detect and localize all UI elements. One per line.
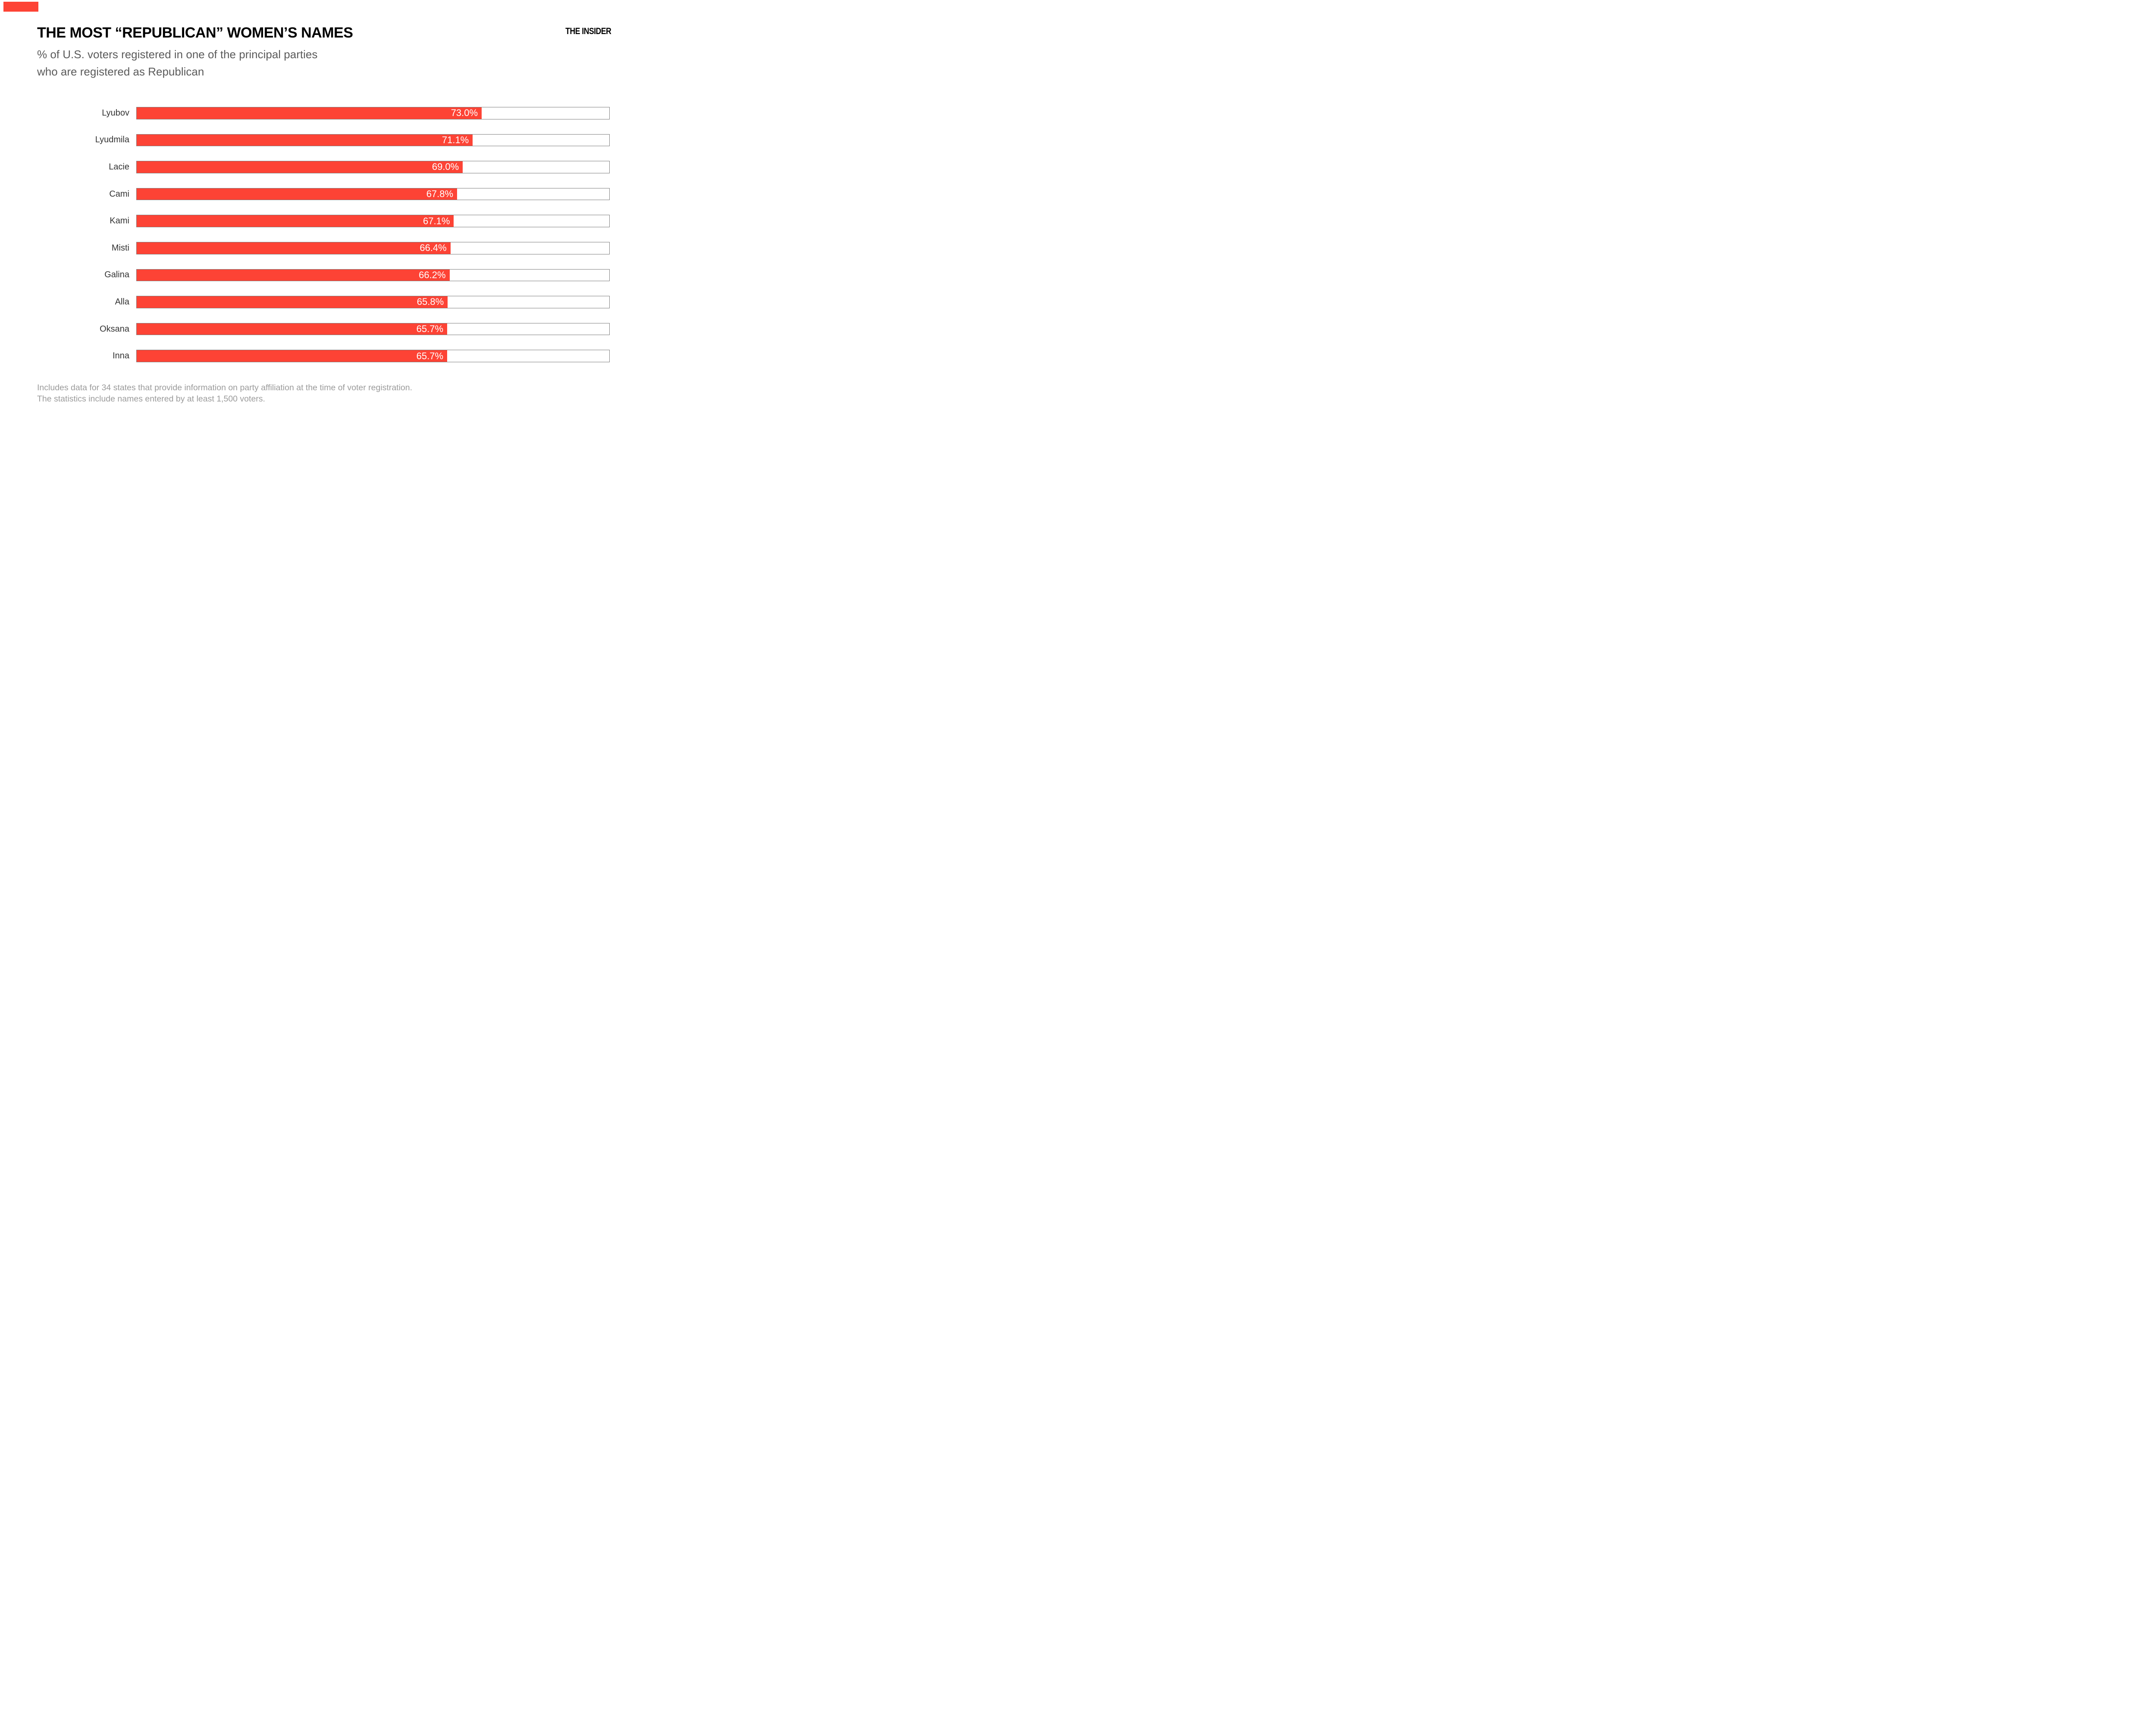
bar-track: 65.8% [136,296,610,308]
chart-subtitle: % of U.S. voters registered in one of th… [37,46,317,80]
category-label: Lyudmila [95,135,129,145]
bar-value-label: 65.7% [416,350,444,361]
bar-track: 69.0% [136,161,610,173]
bar-track: 65.7% [136,323,610,336]
bar-value-label: 66.4% [420,242,447,254]
bar-row: Lyudmila 71.1% [0,127,647,154]
bar-row: Kami 67.1% [0,207,647,235]
category-label: Galina [104,270,129,280]
bar-fill: 66.2% [137,269,450,281]
footnote: Includes data for 34 states that provide… [37,382,412,405]
bar-fill: 65.7% [137,323,448,335]
bar-fill: 67.8% [137,188,458,200]
bar-row: Galina 66.2% [0,262,647,289]
category-label: Oksana [100,324,129,334]
category-label: Lacie [109,162,129,172]
bar-row: Lyubov 73.0% [0,100,647,127]
bar-track: 66.2% [136,269,610,282]
bar-row: Inna 65.7% [0,342,647,370]
bar-fill: 73.0% [137,107,482,119]
footnote-line2: The statistics include names entered by … [37,394,265,404]
category-label: Alla [115,297,129,307]
bar-row: Lacie 69.0% [0,154,647,181]
category-label: Inna [113,351,129,361]
bar-fill: 65.7% [137,350,448,362]
bar-fill: 71.1% [137,134,473,146]
bar-value-label: 65.7% [416,323,444,335]
bar-track: 71.1% [136,134,610,147]
bar-fill: 67.1% [137,215,454,227]
category-label: Kami [110,216,129,226]
category-label: Misti [111,243,129,253]
chart-subtitle-line2: who are registered as Republican [37,65,204,78]
bar-value-label: 71.1% [442,134,469,145]
bar-value-label: 73.0% [451,107,478,119]
bar-track: 66.4% [136,242,610,254]
category-label: Cami [109,189,129,199]
bar-value-label: 65.8% [417,296,444,307]
bar-row: Oksana 65.7% [0,316,647,343]
brand-red-mark [3,2,38,12]
footnote-line1: Includes data for 34 states that provide… [37,383,413,392]
bar-row: Alla 65.8% [0,289,647,316]
bar-track: 65.7% [136,350,610,362]
bar-track: 67.8% [136,188,610,201]
bar-fill: 66.4% [137,242,451,254]
bar-track: 73.0% [136,107,610,119]
bar-value-label: 67.1% [423,215,450,226]
bar-row: Cami 67.8% [0,181,647,208]
brand-logo: THE INSIDER [565,26,611,36]
bar-track: 67.1% [136,215,610,227]
bar-fill: 69.0% [137,161,463,173]
bar-fill: 65.8% [137,296,448,308]
chart-subtitle-line1: % of U.S. voters registered in one of th… [37,48,318,61]
category-label: Lyubov [102,108,129,118]
bar-value-label: 66.2% [419,269,446,280]
bar-value-label: 67.8% [426,188,454,200]
bar-value-label: 69.0% [432,161,459,172]
bar-chart: Lyubov 73.0% Lyudmila 71.1% Lacie 69.0% Cami 67… [0,100,647,370]
bar-row: Misti 66.4% [0,235,647,262]
page-title: THE MOST “REPUBLICAN” WOMEN’S NAMES [37,25,353,41]
